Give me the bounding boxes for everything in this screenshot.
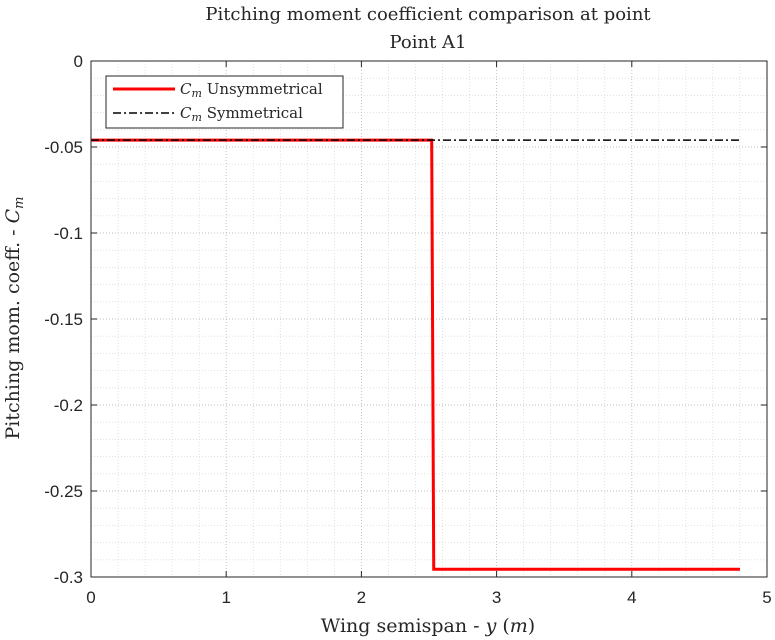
tick-labels: 0 1 2 3 4 5 0 -0.05 -0.1 -0.15 -0.2 -0.25 -0.3 (44, 52, 771, 607)
x-tick-label: 1 (221, 588, 230, 607)
x-axis-label-close-paren: ) (528, 615, 535, 637)
legend: Cm Unsymmetrical Cm Symmetrical (105, 75, 344, 129)
legend-symbol-symmetrical: C (180, 104, 192, 122)
legend-entry-unsymmetrical: Cm Unsymmetrical (180, 80, 323, 100)
series-layer (91, 138, 740, 571)
legend-entry-symmetrical: Cm Symmetrical (180, 104, 303, 124)
y-axis-label-symbol: C (2, 208, 24, 223)
x-tick-label: 3 (492, 588, 501, 607)
minor-grid (91, 61, 767, 577)
y-tick-label: -0.15 (44, 310, 83, 329)
y-axis-label: Pitching mom. coeff. - Cm (2, 197, 27, 440)
legend-subscript-unsymmetrical: m (191, 87, 201, 100)
x-tick-label: 2 (357, 588, 366, 607)
y-axis-label-subscript: m (12, 197, 27, 209)
y-tick-label: -0.25 (44, 482, 83, 501)
y-tick-label: -0.2 (54, 396, 83, 415)
y-axis-label-prefix: Pitching mom. coeff. - (2, 223, 24, 439)
x-axis-label-prefix: Wing semispan - (321, 615, 486, 637)
y-tick-label: 0 (74, 52, 83, 71)
legend-symbol-unsymmetrical: C (180, 80, 192, 98)
series-line-unsymmetrical (91, 138, 740, 571)
major-grid (90, 60, 768, 578)
legend-subscript-symmetrical: m (191, 111, 201, 124)
x-tick-label: 5 (762, 588, 771, 607)
legend-box (105, 75, 344, 129)
legend-label-symmetrical: Symmetrical (207, 104, 303, 122)
chart-title-line-1: Pitching moment coefficient comparison a… (205, 4, 651, 25)
x-tick-label: 0 (86, 588, 95, 607)
ticks (90, 60, 768, 578)
x-axis-label: Wing semispan - y (m) (321, 615, 535, 637)
legend-label-unsymmetrical: Unsymmetrical (207, 80, 323, 98)
chart-title-line-2: Point A1 (390, 32, 467, 53)
x-axis-label-symbol: y (485, 615, 497, 637)
x-tick-label: 4 (627, 588, 636, 607)
x-axis-label-unit: m (510, 615, 528, 637)
y-tick-label: -0.1 (54, 224, 83, 243)
plot-frame (90, 60, 768, 578)
x-axis-label-open-paren: ( (496, 615, 509, 637)
y-tick-label: -0.05 (44, 138, 83, 157)
y-tick-label: -0.3 (54, 568, 83, 587)
